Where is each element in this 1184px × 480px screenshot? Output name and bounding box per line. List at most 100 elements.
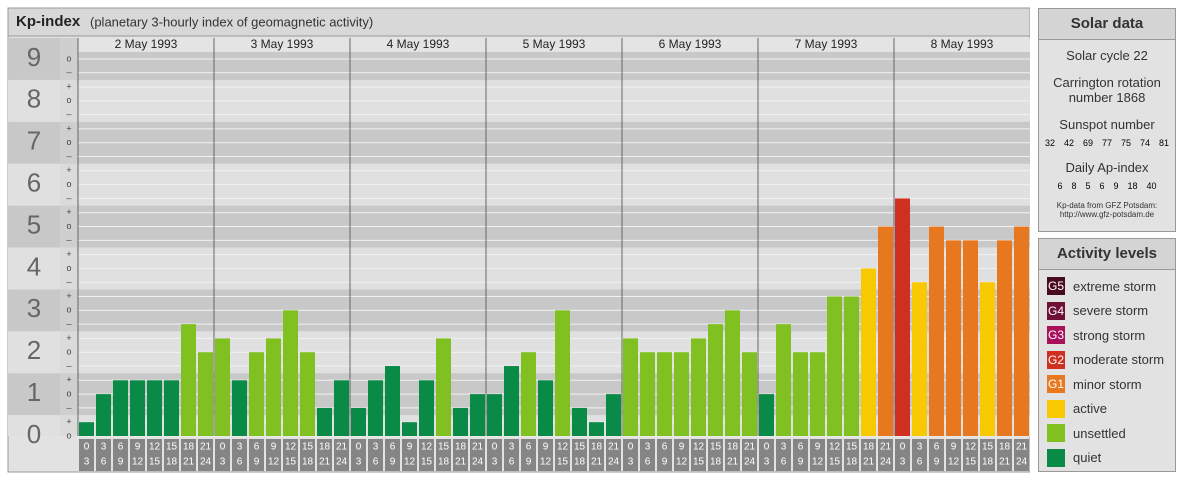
hour-start: 12 — [421, 442, 433, 453]
hour-box — [368, 439, 383, 471]
minor-tick-label: – — [66, 360, 71, 370]
hour-end: 3 — [356, 457, 362, 468]
hour-box — [895, 439, 910, 471]
legend-swatch: G3 — [1047, 326, 1065, 345]
hour-box — [1014, 439, 1029, 471]
hour-box — [283, 439, 298, 471]
ap-value: 18 — [1127, 181, 1138, 191]
bar — [470, 394, 485, 436]
hour-start: 3 — [509, 442, 515, 453]
chart-title: Kp-index — [16, 13, 81, 30]
hour-end: 12 — [676, 457, 688, 468]
hour-start: 0 — [628, 442, 634, 453]
hour-end: 15 — [421, 457, 433, 468]
hour-box — [555, 439, 570, 471]
hour-box — [385, 439, 400, 471]
minor-tick-label: + — [66, 207, 71, 217]
hour-start: 18 — [591, 442, 603, 453]
sunspot-value: 77 — [1101, 138, 1112, 148]
legend-swatch: G5 — [1047, 277, 1065, 296]
minor-tick-label: o — [66, 179, 71, 189]
bar — [776, 324, 791, 436]
carrington: Carrington rotation number 1868 — [1053, 75, 1161, 105]
legend-swatch: G1 — [1047, 375, 1065, 394]
hour-start: 15 — [302, 442, 314, 453]
hour-box — [215, 439, 230, 471]
hour-start: 6 — [118, 442, 124, 453]
hour-start: 9 — [407, 442, 413, 453]
y-tick-label: 1 — [27, 377, 41, 407]
bar — [827, 296, 842, 436]
bar — [657, 352, 672, 436]
minor-tick-label: + — [66, 417, 71, 427]
ap-title: Daily Ap-index — [1065, 160, 1149, 175]
hour-end: 9 — [118, 457, 124, 468]
sunspot-value: 74 — [1140, 138, 1151, 148]
bar — [232, 380, 247, 436]
hour-box — [266, 439, 281, 471]
hour-end: 12 — [812, 457, 824, 468]
bar — [521, 352, 536, 436]
solar-panel: Solar data Solar cycle 22 Carrington rot… — [1038, 8, 1176, 232]
minor-tick-label: o — [66, 263, 71, 273]
bar — [334, 380, 349, 436]
legend-item: quiet — [1039, 446, 1175, 471]
hour-end: 21 — [999, 457, 1011, 468]
legend-label: minor storm — [1073, 376, 1142, 392]
solar-cycle: Solar cycle 22 — [1066, 48, 1148, 63]
hour-end: 18 — [574, 457, 586, 468]
minor-tick-label: – — [66, 277, 71, 287]
hour-box — [946, 439, 961, 471]
hour-start: 9 — [135, 442, 141, 453]
hour-start: 9 — [543, 442, 549, 453]
hour-start: 18 — [319, 442, 331, 453]
bar — [606, 394, 621, 436]
hour-box — [963, 439, 978, 471]
hour-box — [470, 439, 485, 471]
hour-end: 18 — [302, 457, 314, 468]
hour-box — [351, 439, 366, 471]
day-label: 4 May 1993 — [387, 37, 450, 51]
ap-value: 8 — [1071, 181, 1077, 191]
hour-box — [657, 439, 672, 471]
ap-value: 40 — [1146, 181, 1157, 191]
hour-end: 3 — [492, 457, 498, 468]
hour-end: 18 — [846, 457, 858, 468]
bar — [929, 226, 944, 436]
bar — [317, 407, 332, 436]
sunspot-value: 81 — [1159, 138, 1170, 148]
hour-start: 6 — [526, 442, 532, 453]
hour-end: 21 — [591, 457, 603, 468]
legend-label: moderate storm — [1073, 352, 1165, 368]
day-header — [78, 38, 1030, 52]
minor-tick-label: + — [66, 165, 71, 175]
ap-row: 6 8 5 6 9 18 40 — [1039, 181, 1175, 191]
legend-item: G3 strong storm — [1039, 323, 1175, 348]
hour-box — [232, 439, 247, 471]
minor-tick-label: + — [66, 333, 71, 343]
legend-label: extreme storm — [1073, 278, 1157, 294]
hour-box — [725, 439, 740, 471]
y-tick-label: 6 — [27, 168, 41, 198]
minor-tick-label: – — [66, 109, 71, 119]
hour-end: 6 — [509, 457, 515, 468]
hour-box — [674, 439, 689, 471]
sunspot-value: 69 — [1082, 138, 1093, 148]
hour-start: 18 — [455, 442, 467, 453]
hour-end: 6 — [781, 457, 787, 468]
bar — [419, 380, 434, 436]
title-bar — [7, 7, 1030, 37]
hour-end: 24 — [1016, 457, 1028, 468]
hour-end: 21 — [455, 457, 467, 468]
hour-end: 18 — [438, 457, 450, 468]
minor-tick-label: o — [66, 305, 71, 315]
hour-start: 15 — [574, 442, 586, 453]
legend-swatch — [1047, 448, 1065, 467]
hour-end: 21 — [863, 457, 875, 468]
hour-box — [453, 439, 468, 471]
hour-start: 9 — [951, 442, 957, 453]
hour-start: 6 — [390, 442, 396, 453]
hour-start: 12 — [965, 442, 977, 453]
hour-end: 6 — [645, 457, 651, 468]
